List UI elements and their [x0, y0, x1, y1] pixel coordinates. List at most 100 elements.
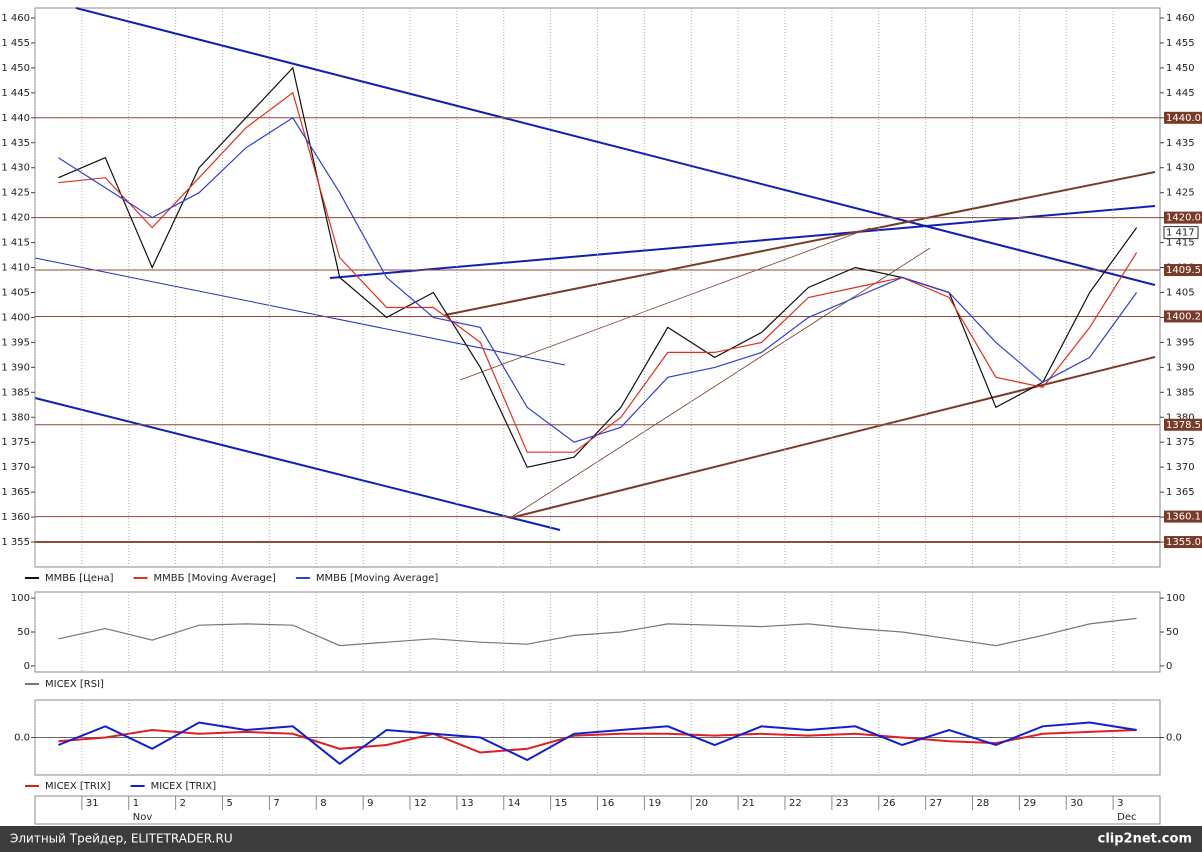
y-tick-label: 1 390	[1, 362, 30, 373]
x-tick-label: 9	[367, 798, 373, 809]
x-tick-label: 29	[1023, 798, 1036, 809]
trend-line	[509, 247, 931, 519]
y-tick-label: 1 425	[1, 188, 30, 199]
y-tick-label: 1 410	[1, 263, 30, 274]
y-tick-label-right: 1 435	[1166, 138, 1195, 149]
trend-line	[444, 171, 1156, 316]
y-tick-label-right: 1 455	[1166, 38, 1195, 49]
y-tick-label-right: 1 380	[1166, 412, 1195, 423]
y-tick-label-right: 0	[1166, 661, 1172, 672]
x-tick-label: 19	[648, 798, 661, 809]
x-tick-label: 2	[180, 798, 186, 809]
y-tick-label: 1 400	[1, 312, 30, 323]
x-tick-label: 30	[1070, 798, 1083, 809]
trend-line	[459, 227, 871, 381]
y-tick-label: 1 420	[1, 213, 30, 224]
y-tick-label-right: 100	[1166, 593, 1185, 604]
price-label: 1 417	[1166, 228, 1195, 239]
series-line	[58, 116, 1138, 443]
x-tick-label: 26	[883, 798, 896, 809]
level-tag	[1164, 111, 1202, 124]
y-tick-label: 1 430	[1, 163, 30, 174]
x-tick-label: 31	[86, 798, 99, 809]
level-tag	[1164, 418, 1202, 431]
y-tick-label-right: 1 415	[1166, 238, 1195, 249]
x-tick-label: 28	[977, 798, 990, 809]
x-tick-label: 1	[133, 798, 139, 809]
series-line	[58, 728, 1137, 754]
footer-text: Элитный Трейдер, ELITETRADER.RU	[10, 832, 233, 846]
level-label: 1440.0	[1166, 113, 1201, 124]
x-tick-label: 14	[508, 798, 521, 809]
level-label: 1400.2	[1166, 311, 1201, 322]
x-tick-label: 15	[555, 798, 568, 809]
y-tick-label: 0	[24, 661, 30, 672]
legend-label: MICEX [TRIX]	[151, 781, 217, 792]
y-tick-label: 1 445	[1, 88, 30, 99]
level-label: 1409.5	[1166, 265, 1201, 276]
y-tick-label: 1 365	[1, 487, 30, 498]
y-tick-label-right: 50	[1166, 627, 1179, 638]
y-tick-label-right: 1 450	[1166, 63, 1195, 74]
series-line	[58, 721, 1137, 766]
series-line	[58, 617, 1137, 647]
y-tick-label: 1 435	[1, 138, 30, 149]
legend-label: ММВБ [Цена]	[45, 573, 114, 584]
level-tag	[1164, 211, 1202, 224]
y-tick-label-right: 1 365	[1166, 487, 1195, 498]
y-tick-label-right: 1 445	[1166, 88, 1195, 99]
x-tick-label: 20	[695, 798, 708, 809]
x-tick-label: 22	[789, 798, 802, 809]
x-tick-label: 16	[602, 798, 615, 809]
y-tick-label: 1 415	[1, 238, 30, 249]
y-tick-label-right: 1 395	[1166, 337, 1195, 348]
y-tick-label-right: 1 425	[1166, 188, 1195, 199]
level-label: 1378.5	[1166, 420, 1201, 431]
footer-logo: clip2net.com	[1098, 832, 1192, 847]
legend-label: MICEX [TRIX]	[45, 781, 111, 792]
footer-bar	[0, 826, 1202, 852]
trend-lines	[34, 7, 1156, 531]
y-tick-label: 1 385	[1, 387, 30, 398]
level-label: 1360.1	[1166, 512, 1201, 523]
x-tick-label: 7	[273, 798, 279, 809]
trend-line	[34, 397, 561, 531]
y-tick-label-right: 1 430	[1166, 163, 1195, 174]
month-label: Nov	[133, 812, 153, 823]
x-tick-label: 21	[742, 798, 755, 809]
x-tick-label: 12	[414, 798, 427, 809]
y-tick-label: 1 380	[1, 412, 30, 423]
y-tick-label-right: 1 405	[1166, 287, 1195, 298]
y-tick-label: 100	[11, 593, 30, 604]
y-tick-label-right: 1 375	[1166, 437, 1195, 448]
y-tick-label: 1 460	[1, 13, 30, 24]
legend-label: MICEX [RSI]	[45, 679, 104, 690]
level-tag	[1164, 510, 1202, 523]
y-tick-label: 1 355	[1, 537, 30, 548]
y-tick-label: 1 370	[1, 462, 30, 473]
y-tick-label-right: 1 385	[1166, 387, 1195, 398]
y-tick-label-right: 1 460	[1166, 13, 1195, 24]
level-tag	[1164, 310, 1202, 323]
legend-label: ММВБ [Moving Average]	[316, 573, 438, 584]
y-tick-label: 1 440	[1, 113, 30, 124]
y-tick-label-right: 0.0	[1166, 733, 1182, 744]
level-tag	[1164, 264, 1202, 277]
month-label: Dec	[1117, 812, 1136, 823]
y-tick-label: 1 455	[1, 38, 30, 49]
legend-label: ММВБ [Moving Average]	[154, 573, 276, 584]
y-tick-label: 1 360	[1, 512, 30, 523]
y-tick-label: 1 395	[1, 337, 30, 348]
y-tick-label: 0.0	[14, 733, 30, 744]
trend-line	[509, 356, 1156, 519]
x-tick-label: 27	[930, 798, 943, 809]
x-tick-label: 3	[1117, 798, 1123, 809]
level-tag	[1164, 536, 1202, 549]
y-tick-label: 1 405	[1, 287, 30, 298]
marks: 31 1 2 5 7 8 9 12 13 14 15 16 19 20 21 22 23 26 27 28 29 30 3N…	[1, 8, 1202, 823]
trend-line	[34, 257, 566, 366]
level-label: 1355.0	[1166, 537, 1201, 548]
